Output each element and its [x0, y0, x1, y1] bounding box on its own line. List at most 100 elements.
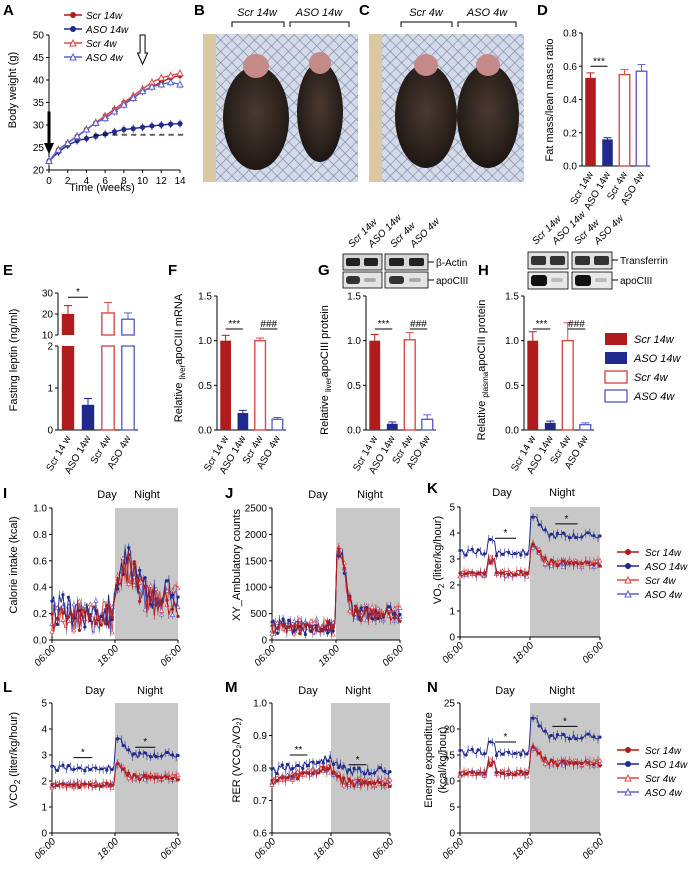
y-tick-label: 1 — [47, 384, 53, 395]
y-tick-label: 0.0 — [505, 426, 519, 437]
sig-label: ### — [410, 319, 427, 330]
data-point — [580, 761, 584, 765]
data-point — [55, 617, 60, 621]
data-point — [168, 121, 174, 127]
data-point — [519, 769, 523, 773]
data-point — [598, 564, 602, 568]
sig-label: ### — [260, 319, 277, 330]
night-shading — [530, 507, 600, 637]
data-point — [513, 751, 517, 756]
data-point — [99, 784, 103, 789]
data-point — [464, 553, 468, 557]
y-tick-label: 1000 — [245, 583, 268, 594]
sig-stars: *** — [149, 134, 155, 141]
sig-label: * — [81, 748, 85, 759]
sig-stars: *** — [112, 134, 118, 141]
data-point — [50, 782, 54, 787]
arrow-open-icon — [136, 34, 149, 66]
data-point — [392, 611, 397, 616]
bar-2 — [403, 339, 416, 431]
data-point — [482, 752, 486, 756]
panel-k-night: Night — [549, 487, 575, 499]
data-point — [458, 748, 462, 753]
data-point — [131, 582, 137, 587]
data-point — [494, 554, 499, 558]
data-point — [586, 732, 590, 736]
mouse-aso14-snout — [309, 52, 331, 74]
data-point — [507, 750, 511, 754]
data-point — [482, 771, 486, 775]
data-point — [574, 737, 578, 741]
data-point — [116, 578, 120, 582]
data-point — [561, 732, 566, 737]
data-point — [88, 783, 92, 787]
data-point — [561, 531, 566, 535]
data-point — [470, 747, 474, 751]
y-tick-label: 0 — [47, 426, 53, 437]
sig-stars: *** — [140, 134, 146, 141]
y-tick-label: 0.8 — [563, 29, 577, 40]
data-point — [567, 761, 572, 765]
data-point — [61, 593, 65, 597]
data-point — [574, 760, 578, 765]
data-point — [373, 781, 377, 785]
data-point — [270, 624, 274, 628]
panel-f-label: F — [168, 262, 177, 279]
bar-legend-swatch-scr4 — [604, 370, 628, 384]
bar-legend-scr14: Scr 14w — [634, 334, 675, 346]
panel-i-chart: 0.0 0.2 0.4 0.6 0.8 1.0 06:00 18:00 06:00 — [33, 504, 185, 669]
data-point — [597, 557, 603, 563]
panel-l-day: Day — [85, 685, 105, 697]
data-point — [356, 783, 362, 789]
data-point — [357, 778, 361, 782]
data-point — [331, 762, 336, 767]
arrow-start-icon-head — [44, 143, 54, 155]
data-point — [102, 131, 108, 137]
data-point — [598, 735, 602, 739]
data-point — [170, 753, 175, 757]
data-point — [148, 582, 154, 588]
data-point — [71, 601, 77, 607]
y-tick-label: 500 — [250, 609, 267, 620]
y-tick-label: 2 — [47, 342, 53, 353]
panel-m-label: M — [225, 679, 238, 696]
y-tick-label: 0.0 — [563, 162, 577, 173]
panel-j: J XY_Ambulatory counts Day Night 0 500 100… — [225, 485, 406, 669]
bar-legend-swatch-aso4 — [604, 389, 628, 403]
data-point — [94, 621, 98, 626]
data-point — [110, 767, 114, 772]
data-point — [309, 629, 313, 634]
bar-1 — [81, 404, 95, 430]
data-point — [175, 585, 181, 591]
bar-legend-aso14: ASO 14w — [633, 353, 682, 365]
panel-n-ylabel-2: (kcal/kg/hour) — [437, 727, 449, 794]
y-tick-label: 20 — [33, 166, 45, 177]
data-point — [525, 571, 529, 576]
bar-2 — [254, 339, 267, 431]
data-point — [61, 782, 65, 786]
x-tick-label: 14 — [174, 176, 186, 187]
sig-label: * — [356, 755, 360, 766]
panel-a: A Body weight (g) Time (weeks) 202530354… — [3, 2, 186, 194]
bar-0-upper — [61, 314, 75, 335]
data-point — [348, 595, 352, 599]
data-point — [149, 123, 155, 129]
panel-b-label: B — [194, 2, 205, 19]
data-point — [303, 632, 307, 637]
y-tick-label: 5 — [41, 699, 47, 710]
blot-band — [575, 256, 590, 265]
panel-b-ruler — [203, 34, 216, 182]
y-tick-label: 10 — [42, 331, 54, 342]
y-tick-label: 1.0 — [33, 504, 47, 515]
y-tick-label: 1.5 — [347, 292, 361, 303]
y-tick-label: 1.5 — [505, 292, 519, 303]
panel-l-label: L — [3, 679, 12, 696]
data-point — [370, 612, 374, 616]
bar-legend-aso4: ASO 4w — [633, 391, 675, 403]
data-point — [555, 733, 559, 737]
sig-label: * — [76, 287, 80, 298]
data-point — [352, 766, 356, 770]
data-point — [537, 724, 541, 728]
data-point — [464, 772, 468, 776]
y-tick-label: 4 — [41, 725, 47, 736]
